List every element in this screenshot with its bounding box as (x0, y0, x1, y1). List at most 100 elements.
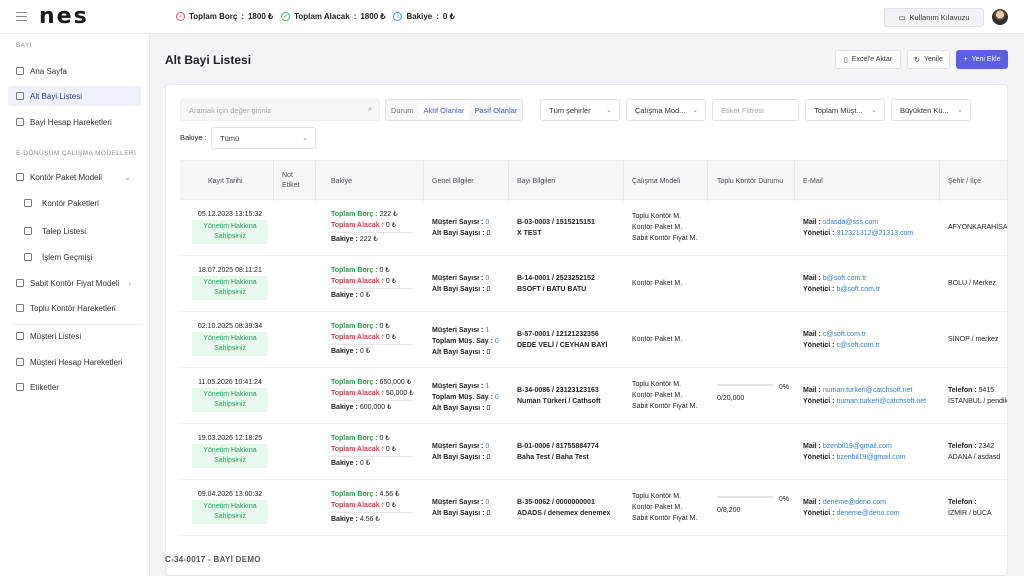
musteri-sayisi-value[interactable]: 0 (485, 499, 490, 506)
calisma-modeli-item: Kontör Paket M. (632, 224, 683, 231)
sidebar-item-label: Talep Listesi (42, 226, 87, 236)
sidebar-item-label: Alt Bayi Listesi (30, 91, 83, 101)
table-row[interactable]: 11.05.2026 10:41:24 Yönetim Hakkına Sahip… (180, 368, 1007, 424)
col-calisma-modeli[interactable]: Çalışma Modeli (632, 177, 681, 185)
model-select[interactable]: Çalışma Mod... ⌄ (626, 99, 706, 121)
refresh-label: Yenile (924, 56, 943, 63)
refresh-button[interactable]: ↻ Yenile (907, 50, 950, 69)
col-email[interactable]: E-Mail (803, 177, 823, 185)
calisma-modeli-item: Sabit Kontör Fiyat M. (632, 515, 698, 522)
table-row[interactable]: 09.04.2026 13:00:32 Yönetim Hakkına Sahip… (180, 480, 1007, 536)
sidebar-item-musteri-listesi[interactable]: Müşteri Listesi (8, 326, 141, 346)
telefon-label: Telefon : (948, 443, 977, 450)
bayi-adi: DEDE VELİ / CEYHAN BAYİ (517, 342, 608, 349)
col-sehir-ilce[interactable]: Şehir / İlçe (948, 177, 982, 185)
yonetici-label: Yönetici : (803, 286, 835, 293)
table-row[interactable]: 19.03.2026 12:18:25 Yönetim Hakkına Sahip… (180, 424, 1007, 480)
app-logo[interactable]: nes (39, 4, 89, 29)
bayi-adi: ADADS / denemex denemex (517, 510, 611, 517)
yetki-badge: Yönetim Hakkına Sahipsiniz (192, 220, 268, 244)
divider (331, 344, 413, 345)
kayit-tarihi: 19.03.2026 12:18:25 (197, 435, 263, 442)
table-row[interactable]: 18.07.2025 08:11:21 Yönetim Hakkına Sahip… (180, 256, 1007, 312)
borc-value: 0 ₺ (379, 435, 390, 442)
yonetici-value[interactable]: c@soft.com.tr (836, 342, 880, 349)
city-select[interactable]: Tüm şehirler ⌄ (540, 99, 620, 121)
sidebar-item-alt-bayi-listesi[interactable]: Alt Bayi Listesi (8, 86, 141, 106)
sidebar-item-bayi-hesap-hareketleri[interactable]: Bayi Hesap Hareketleri (8, 112, 141, 132)
add-new-button[interactable]: + Yeni Ekle (956, 50, 1008, 69)
bakiye-filter-select[interactable]: Tümü ⌄ (211, 127, 316, 149)
user-guide-button[interactable]: ▭ Kullanım Kılavuzu (884, 8, 984, 27)
yetki-badge: Yönetim Hakkına Sahipsiniz (192, 276, 268, 300)
telefon-label: Telefon : (948, 499, 977, 506)
col-divider (707, 161, 708, 201)
yonetici-value[interactable]: numan.turkeri@catchsoft.net (836, 398, 927, 405)
table-row[interactable]: 02.10.2025 08:39:34 Yönetim Hakkına Sahip… (180, 312, 1007, 368)
refresh-icon: ↻ (914, 56, 921, 64)
sidebar-item-toplu-kontor-hareketleri[interactable]: Toplu Kontör Hareketleri (8, 298, 141, 318)
chevron-down-icon: ⌄ (692, 107, 698, 114)
sidebar-item-islem-gecmisi[interactable]: İşlem Geçmişi (24, 247, 141, 267)
col-kayit-tarihi[interactable]: Kayıt Tarihi (208, 177, 243, 185)
status-active-tab[interactable]: Aktif Olanlar (418, 100, 470, 120)
sort-field-select[interactable]: Toplam Müşt... ⌄ (805, 99, 885, 121)
tag-filter-input[interactable]: Etiket Filtresi (712, 99, 799, 121)
yonetici-label: Yönetici : (803, 342, 835, 349)
mail-value[interactable]: deneme@deno.com (822, 499, 886, 506)
alt-bayi-sayisi-value: 0 (486, 349, 491, 356)
sidebar-item-musteri-hesap-hareketleri[interactable]: Müşteri Hesap Hareketleri (8, 352, 141, 372)
bakiye-value: 4.56 ₺ (359, 516, 380, 523)
kayit-tarihi: 02.10.2025 08:39:34 (197, 323, 263, 330)
sidebar-item-ana-sayfa[interactable]: Ana Sayfa (8, 61, 141, 81)
col-toplu-kontor[interactable]: Toplu Kontör Durumu (717, 177, 784, 185)
search-input[interactable]: Aramak için değer giriniz ⌕ (180, 99, 380, 121)
bayi-kodu: B-57-0001 / 12121232356 (517, 331, 599, 338)
musteri-sayisi-value[interactable]: 1 (485, 383, 490, 390)
toplam-musteri-value[interactable]: 0 (494, 394, 499, 401)
yonetici-value[interactable]: deneme@deno.com (836, 510, 900, 517)
document-icon (16, 358, 24, 366)
calisma-modeli-item: Kontör Paket M. (632, 336, 683, 343)
chevron-down-icon: ⌄ (302, 135, 308, 142)
calisma-modeli-item: Kontör Paket M. (632, 504, 683, 511)
col-bayi-bilgileri[interactable]: Bayi Bilgileri (517, 177, 556, 185)
mail-value[interactable]: sdasda@sss.com (822, 219, 879, 226)
mail-value[interactable]: numan.turkeri@catchsoft.net (822, 387, 913, 394)
yonetici-value[interactable]: 312321312@21313.com (836, 230, 914, 237)
musteri-sayisi-value[interactable]: 0 (485, 443, 490, 450)
divider (331, 288, 413, 289)
sidebar-item-etiketler[interactable]: Etiketler (8, 377, 141, 397)
col-genel-bilgiler[interactable]: Genel Bilgiler (432, 177, 474, 185)
bakiye-label: Bakiye : (331, 404, 358, 411)
musteri-sayisi-value[interactable]: 1 (485, 327, 490, 334)
menu-icon[interactable] (16, 12, 27, 22)
musteri-sayisi-value[interactable]: 0 (485, 219, 490, 226)
sidebar-item-kontor-paket-modeli[interactable]: Kontör Paket Modeli ⌄ (8, 167, 141, 187)
toplam-musteri-value[interactable]: 0 (494, 338, 499, 345)
yonetici-value[interactable]: b@soft.com.tr (836, 286, 881, 293)
mail-value[interactable]: bzenbil19@gmail.com (822, 443, 892, 450)
sidebar-item-talep-listesi[interactable]: Talep Listesi (24, 221, 141, 241)
mail-value[interactable]: b@soft.com.tr (822, 275, 867, 282)
divider (331, 512, 413, 513)
sidebar-item-kontor-paketleri[interactable]: Kontör Paketleri (24, 193, 141, 213)
export-excel-button[interactable]: ▯ Excel'e Aktar (835, 50, 901, 69)
yonetici-value[interactable]: bzenbil19@gmail.com (836, 454, 906, 461)
table-row[interactable]: 05.12.2023 13:15:32 Yönetim Hakkına Sahip… (180, 200, 1007, 256)
yonetici-label: Yönetici : (803, 510, 835, 517)
status-passive-tab[interactable]: Pasif Olanlar (474, 105, 518, 115)
alacak-value: 0 ₺ (385, 502, 397, 509)
avatar[interactable] (992, 9, 1008, 25)
kontor-progress-bar (717, 496, 773, 498)
mail-value[interactable]: c@soft.com.tr (822, 331, 867, 338)
sidebar-item-sabit-kontor-fiyat-modeli[interactable]: Sabit Kontör Fiyat Modeli › (8, 273, 141, 293)
sort-order-select[interactable]: Büyükten Kü... ⌄ (891, 99, 971, 121)
col-not-etiket[interactable]: Not Etiket (282, 172, 300, 189)
bayi-kodu: B-01-0006 / 81755884774 (517, 443, 599, 450)
musteri-sayisi-value[interactable]: 0 (485, 275, 490, 282)
sidebar-item-label: Kontör Paketleri (42, 198, 99, 208)
calisma-modeli-item: Sabit Kontör Fiyat M. (632, 235, 698, 242)
alt-bayi-sayisi-value: 0 (486, 405, 491, 412)
col-bakiye[interactable]: Bakiye (331, 177, 353, 185)
